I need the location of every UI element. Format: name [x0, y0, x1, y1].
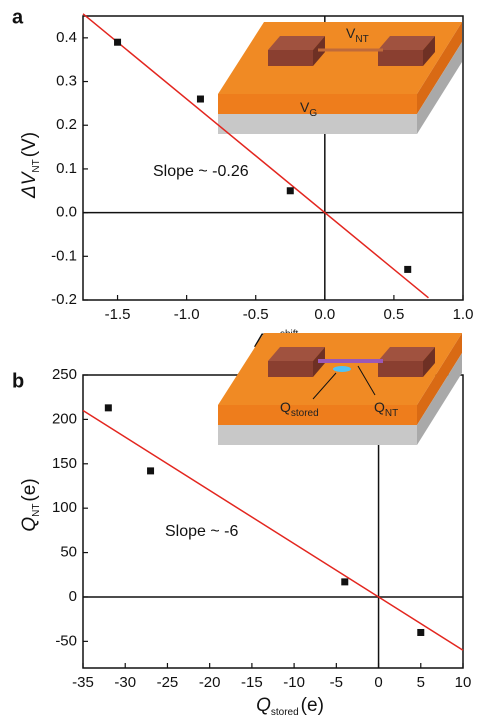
x-tick-label: -25 — [157, 674, 179, 691]
x-tick-label: -35 — [72, 674, 94, 691]
x-tick-label: -5 — [330, 674, 343, 691]
data-point — [341, 578, 348, 585]
inset-label-sub: NT — [385, 408, 398, 419]
data-point — [114, 39, 121, 46]
x-tick-label: 10 — [455, 674, 472, 691]
x-tick-label: 0 — [374, 674, 382, 691]
x-tick-label: 5 — [417, 674, 425, 691]
data-point — [417, 629, 424, 636]
x-tick-label: -30 — [114, 674, 136, 691]
x-tick-label: -20 — [199, 674, 221, 691]
inset-label-main: Q — [280, 399, 291, 415]
y-tick-label: 50 — [60, 544, 77, 561]
y-tick-label: 150 — [52, 455, 77, 472]
y-axis-label-main: Q — [19, 517, 40, 532]
x-axis-label: Qstored(e) — [256, 695, 324, 717]
data-point — [404, 266, 411, 273]
inset-front-orange — [218, 94, 417, 114]
x-tick-label: 0.0 — [314, 306, 335, 323]
inset-label-main: Q — [374, 399, 385, 415]
annotation: Slope ~ -0.26 — [153, 163, 249, 180]
charge-blob — [333, 366, 351, 372]
inset-label-sub: NT — [355, 34, 368, 45]
y-tick-label: 100 — [52, 499, 77, 516]
inset-label-sub: stored — [291, 408, 319, 419]
y-axis-label: ΔVNT (V) — [19, 132, 42, 199]
y-tick-label: 200 — [52, 410, 77, 427]
inset-front-gray — [218, 425, 417, 445]
y-axis-label-sub: NT — [31, 504, 42, 517]
y-tick-label: 0.4 — [56, 29, 77, 46]
x-axis-label-unit: (e) — [301, 695, 324, 716]
y-tick-label: 0.3 — [56, 73, 77, 90]
x-tick-label: 0.5 — [383, 306, 404, 323]
x-tick-label: -1.0 — [174, 306, 200, 323]
y-axis-label-main: ΔV — [19, 170, 40, 199]
x-tick-label: -10 — [283, 674, 305, 691]
y-tick-label: -0.2 — [51, 291, 77, 308]
y-tick-label: -0.1 — [51, 247, 77, 264]
data-point — [147, 467, 154, 474]
fit-line — [83, 411, 463, 651]
data-point — [105, 404, 112, 411]
y-axis-label: QNT (e) — [19, 478, 42, 531]
panel-letter: b — [12, 370, 24, 392]
y-axis-label-sub: NT — [31, 159, 42, 172]
data-point — [197, 96, 204, 103]
electrode-right-front — [378, 361, 423, 377]
electrode-left-front — [268, 50, 313, 66]
x-axis-label-sub: stored — [271, 707, 299, 717]
y-tick-label: 0 — [69, 588, 77, 605]
y-tick-label: 0.1 — [56, 160, 77, 177]
x-tick-label: -1.5 — [105, 306, 131, 323]
x-tick-label: -15 — [241, 674, 263, 691]
panel-letter: a — [12, 6, 24, 28]
annotation: Slope ~ -6 — [165, 523, 238, 540]
y-tick-label: 0.0 — [56, 204, 77, 221]
y-tick-label: 0.2 — [56, 116, 77, 133]
inset-front-gray — [218, 114, 417, 134]
data-point — [287, 187, 294, 194]
inset-label-sub: G — [309, 108, 317, 119]
x-axis-label-main: Q — [256, 695, 271, 716]
y-tick-label: -50 — [55, 632, 77, 649]
electrode-right-front — [378, 50, 423, 66]
y-axis-label-unit: (V) — [19, 132, 40, 157]
x-tick-label: 1.0 — [453, 306, 474, 323]
electrode-left-front — [268, 361, 313, 377]
y-tick-label: 250 — [52, 366, 77, 383]
x-tick-label: -0.5 — [243, 306, 269, 323]
figure: a -1.5 -1.0 -0.5 0.0 0.5 1.0 -0.2 -0.1 0.0 0.1 0.2 0… — [0, 0, 483, 717]
y-axis-label-unit: (e) — [19, 478, 40, 501]
